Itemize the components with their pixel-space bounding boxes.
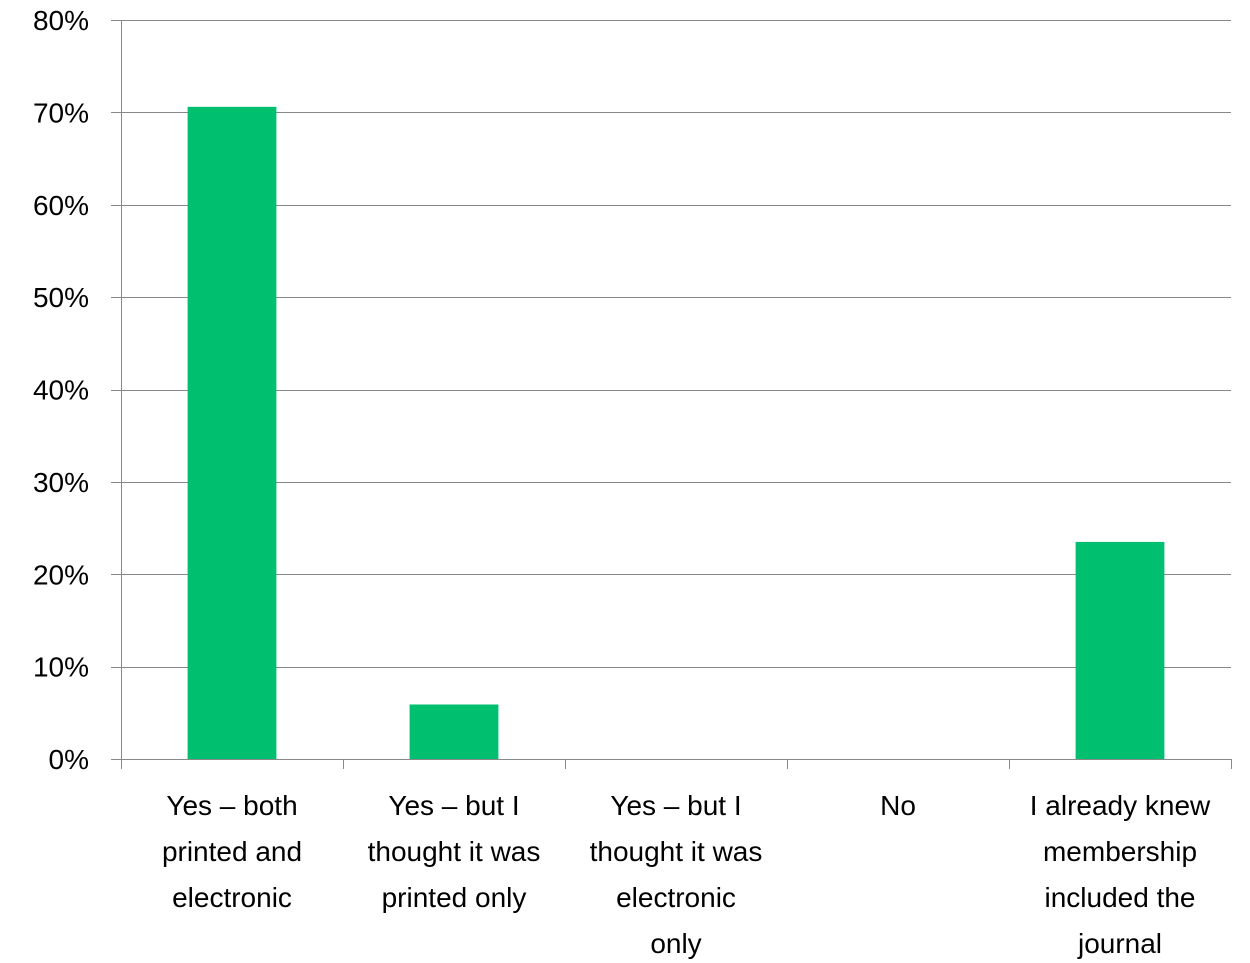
x-category-label-4-line-3: journal [1077,928,1162,959]
y-tick-label-7: 70% [33,97,89,128]
x-category-label-4-line-0: I already knew [1030,790,1211,821]
x-category-label-4-line-2: included the [1044,882,1195,913]
y-tick-label-4: 40% [33,375,89,406]
y-tick-label-6: 60% [33,190,89,221]
x-category-label-4: I already knew membership included the jour… [1030,790,1211,959]
x-category-label-3-line-0: No [880,790,916,821]
y-tick-label-0: 0% [49,744,89,775]
x-category-label-1-line-1: thought it was [368,836,541,867]
x-category-label-0-line-2: electronic [172,882,292,913]
x-category-label-2-line-1: thought it was [590,836,763,867]
gridlines [121,20,1231,668]
y-tick-labels: 0% 10% 20% 30% 40% 50% 60% 70% 80% [33,5,89,775]
x-category-label-0-line-0: Yes – both [166,790,297,821]
y-tick-label-5: 50% [33,282,89,313]
x-category-label-2: Yes – but I thought it was electronic only [590,790,763,959]
bar-1 [409,704,499,759]
x-category-label-2-line-3: only [650,928,701,959]
x-category-label-2-line-0: Yes – but I [610,790,741,821]
x-category-label-2-line-2: electronic [616,882,736,913]
x-category-label-0: Yes – both printed and electronic [162,790,302,913]
x-category-label-0-line-1: printed and [162,836,302,867]
y-tick-label-1: 10% [33,652,89,683]
axes [111,20,1232,769]
y-tick-label-2: 20% [33,559,89,590]
x-category-label-1-line-0: Yes – but I [388,790,519,821]
bars [187,106,1165,759]
x-category-label-4-line-1: membership [1043,836,1197,867]
bar-0 [187,106,277,759]
x-category-label-1-line-2: printed only [382,882,527,913]
x-category-label-1: Yes – but I thought it was printed only [368,790,541,913]
x-category-label-3: No [880,790,916,821]
bar-4 [1075,541,1165,759]
y-tick-label-3: 30% [33,467,89,498]
y-tick-label-8: 80% [33,5,89,36]
